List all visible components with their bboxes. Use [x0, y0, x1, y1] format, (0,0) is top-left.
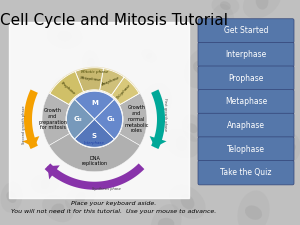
Ellipse shape: [102, 126, 115, 143]
Polygon shape: [75, 68, 103, 92]
Ellipse shape: [181, 194, 194, 209]
Ellipse shape: [105, 131, 111, 138]
Ellipse shape: [245, 205, 262, 220]
Ellipse shape: [57, 81, 63, 86]
Ellipse shape: [164, 129, 199, 158]
Text: Growth
and
preparation
for mitosis: Growth and preparation for mitosis: [38, 108, 67, 130]
Text: Cell Cycle and Mitosis Tutorial: Cell Cycle and Mitosis Tutorial: [0, 13, 228, 28]
Ellipse shape: [216, 15, 229, 26]
Ellipse shape: [41, 178, 50, 189]
Text: First growth phase: First growth phase: [163, 98, 167, 131]
Text: Telophase: Telophase: [227, 145, 265, 153]
Ellipse shape: [237, 190, 270, 225]
Ellipse shape: [31, 174, 59, 194]
Text: Synthesis phase: Synthesis phase: [92, 187, 121, 191]
Ellipse shape: [47, 23, 82, 49]
Polygon shape: [49, 133, 140, 172]
Ellipse shape: [211, 4, 234, 37]
Ellipse shape: [193, 61, 210, 75]
Ellipse shape: [53, 77, 68, 90]
Polygon shape: [22, 136, 39, 147]
Text: G₂: G₂: [74, 116, 82, 122]
Ellipse shape: [6, 191, 16, 203]
Ellipse shape: [89, 115, 118, 151]
Ellipse shape: [65, 186, 95, 211]
FancyBboxPatch shape: [198, 137, 294, 161]
Ellipse shape: [151, 204, 182, 225]
Polygon shape: [24, 90, 38, 149]
Polygon shape: [150, 136, 166, 147]
Text: S: S: [92, 133, 97, 139]
Polygon shape: [75, 91, 114, 119]
Polygon shape: [94, 99, 122, 139]
FancyBboxPatch shape: [198, 66, 294, 90]
Ellipse shape: [1, 182, 22, 213]
Polygon shape: [75, 119, 114, 147]
Ellipse shape: [87, 58, 94, 68]
Text: Place your keyboard aside.: Place your keyboard aside.: [71, 201, 157, 206]
Polygon shape: [111, 77, 139, 104]
Ellipse shape: [142, 49, 157, 62]
Ellipse shape: [284, 143, 296, 153]
Text: DNA
replication: DNA replication: [82, 155, 107, 166]
Ellipse shape: [42, 195, 73, 222]
Ellipse shape: [98, 125, 109, 140]
Text: M: M: [91, 100, 98, 106]
Circle shape: [66, 91, 123, 148]
Text: Get Started: Get Started: [224, 27, 268, 35]
Ellipse shape: [188, 123, 197, 133]
Polygon shape: [49, 67, 140, 105]
Ellipse shape: [176, 136, 187, 151]
Text: Growth
and
normal
metabolic
roles: Growth and normal metabolic roles: [124, 105, 148, 133]
Ellipse shape: [75, 192, 86, 204]
FancyBboxPatch shape: [198, 42, 294, 67]
Ellipse shape: [68, 87, 75, 94]
Polygon shape: [50, 72, 83, 104]
FancyBboxPatch shape: [198, 19, 294, 43]
Ellipse shape: [137, 83, 172, 127]
FancyBboxPatch shape: [9, 22, 189, 198]
Text: Anaphase: Anaphase: [100, 76, 120, 87]
Text: Second growth phase: Second growth phase: [22, 105, 26, 144]
Text: Anaphase: Anaphase: [227, 121, 265, 130]
Text: Take the Quiz: Take the Quiz: [220, 168, 272, 177]
Ellipse shape: [82, 51, 100, 75]
Ellipse shape: [182, 115, 203, 142]
Ellipse shape: [280, 133, 300, 163]
Text: Telophase: Telophase: [116, 83, 132, 100]
Circle shape: [42, 67, 147, 172]
Polygon shape: [151, 90, 165, 149]
Polygon shape: [42, 93, 70, 146]
Ellipse shape: [146, 53, 152, 59]
Polygon shape: [45, 163, 144, 190]
Text: G₁: G₁: [106, 116, 116, 122]
Ellipse shape: [51, 203, 64, 214]
Text: Metaphase: Metaphase: [80, 76, 101, 82]
Text: Mitotic phase: Mitotic phase: [81, 70, 108, 74]
Polygon shape: [47, 165, 60, 179]
Ellipse shape: [184, 47, 219, 88]
Text: Interphase: Interphase: [84, 141, 105, 145]
Ellipse shape: [58, 31, 72, 41]
FancyBboxPatch shape: [198, 90, 294, 114]
Ellipse shape: [62, 84, 81, 97]
Text: Prophase: Prophase: [228, 74, 264, 83]
Ellipse shape: [256, 0, 268, 10]
Text: You will not need it for this tutorial.  Use your mouse to advance.: You will not need it for this tutorial. …: [11, 209, 217, 214]
Polygon shape: [67, 99, 94, 139]
Text: Metaphase: Metaphase: [225, 97, 267, 106]
Ellipse shape: [212, 0, 239, 16]
Text: Interphase: Interphase: [225, 50, 267, 59]
FancyBboxPatch shape: [198, 160, 294, 185]
Polygon shape: [119, 93, 147, 146]
FancyBboxPatch shape: [198, 113, 294, 138]
Polygon shape: [100, 69, 124, 95]
Ellipse shape: [148, 96, 161, 114]
Ellipse shape: [243, 0, 281, 18]
Ellipse shape: [220, 1, 231, 10]
Ellipse shape: [169, 185, 206, 219]
Text: Prophase: Prophase: [60, 81, 76, 96]
Ellipse shape: [158, 218, 174, 225]
